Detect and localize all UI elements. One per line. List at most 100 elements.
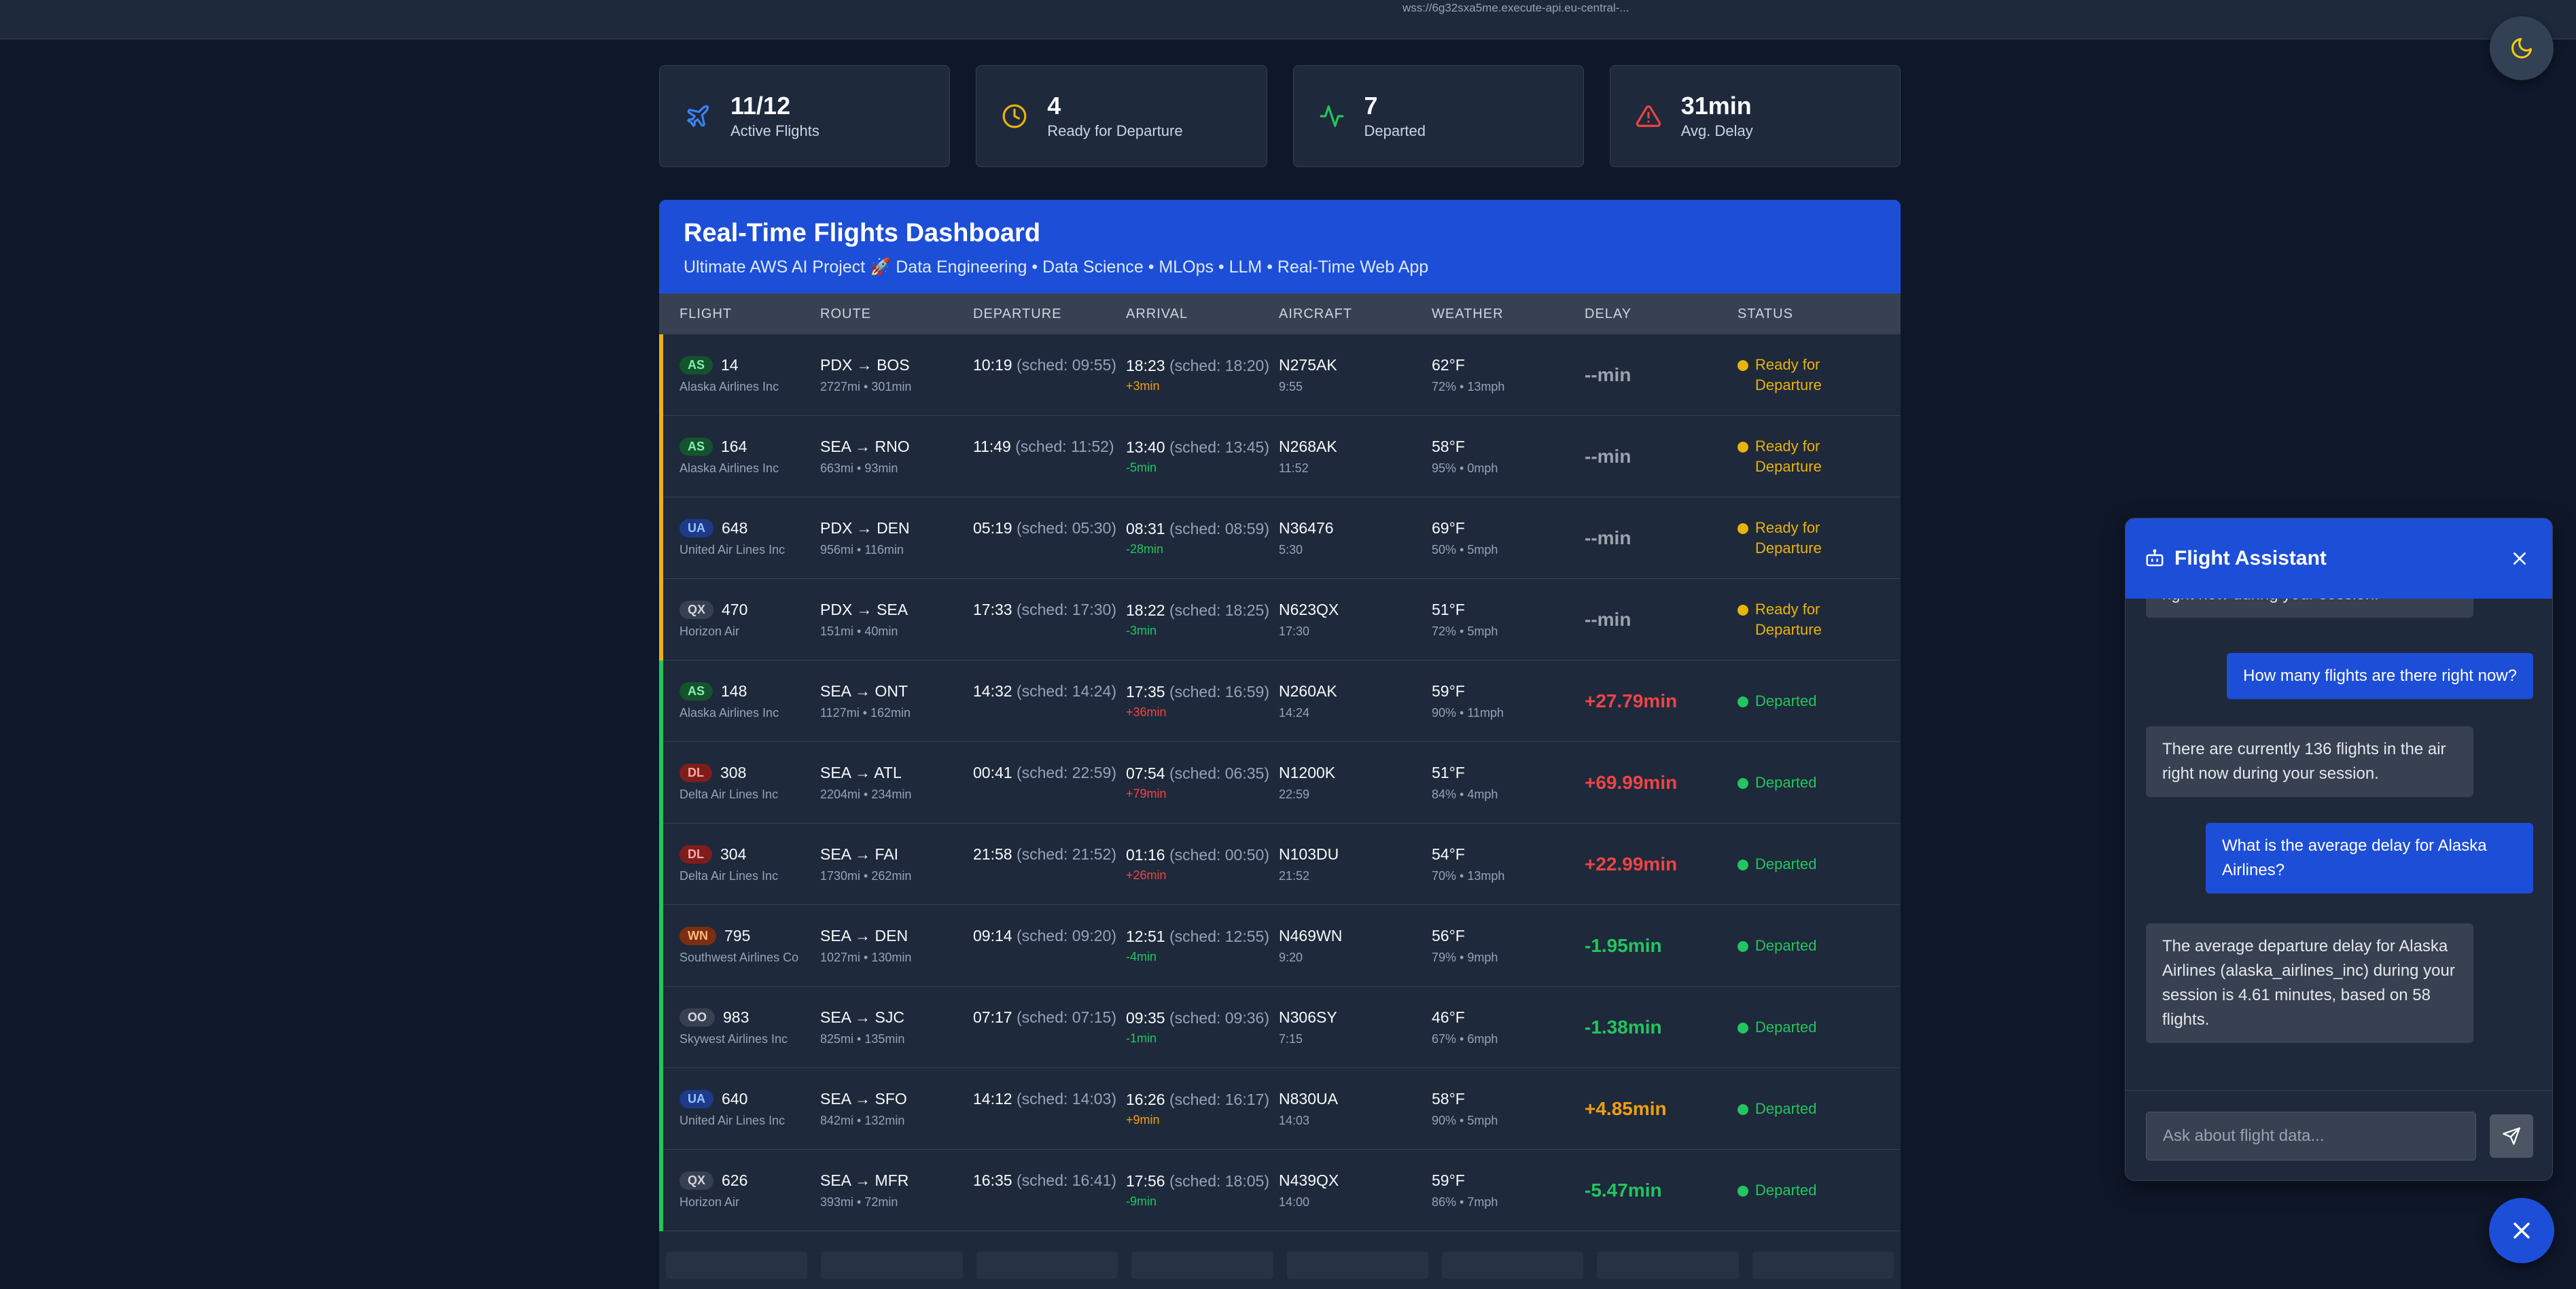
status-text: Ready for Departure xyxy=(1755,600,1822,638)
status-text: Departed xyxy=(1755,936,1817,954)
status-accent-bar xyxy=(659,497,663,579)
table-row[interactable]: WN 795 Southwest Airlines Co SEA → DEN 1… xyxy=(659,905,1901,987)
table-loading-row xyxy=(659,1231,1901,1286)
arrival-delta: +79min xyxy=(1126,786,1167,800)
chat-input[interactable] xyxy=(2146,1112,2476,1161)
departure-scheduled: (sched: 11:52) xyxy=(1015,437,1114,455)
departure-scheduled: (sched: 05:30) xyxy=(1016,518,1116,537)
flight-number: 626 xyxy=(722,1171,748,1189)
aircraft-tail: N260AK xyxy=(1279,682,1337,700)
bot-message: The average departure delay for Alaska A… xyxy=(2146,923,2473,1043)
airline-name: Horizon Air xyxy=(680,1195,740,1209)
table-row[interactable]: AS 148 Alaska Airlines Inc SEA → ONT 112… xyxy=(659,660,1901,742)
status-badge: Ready for Departure xyxy=(1737,355,1901,395)
arrival-time: 18:22 xyxy=(1126,601,1165,619)
table-row[interactable]: DL 304 Delta Air Lines Inc SEA → FAI 173… xyxy=(659,824,1901,905)
airline-code-badge: UA xyxy=(680,1089,713,1108)
delay-value: --min xyxy=(1585,445,1631,467)
flight-assistant-panel: Flight Assistant right now during your s… xyxy=(2125,518,2553,1181)
column-header: Status xyxy=(1737,306,1793,321)
aircraft-tail: N103DU xyxy=(1279,845,1339,863)
arrival-scheduled: (sched: 16:59) xyxy=(1169,682,1269,701)
delay-value: -5.47min xyxy=(1585,1179,1662,1201)
status-badge: Departed xyxy=(1737,1180,1901,1201)
delay-value: --min xyxy=(1585,364,1631,385)
airline-name: Alaska Airlines Inc xyxy=(680,379,779,393)
route-distance: 151mi • 40min xyxy=(820,624,898,638)
route: SEA → SJC xyxy=(820,1008,904,1026)
airline-code-badge: AS xyxy=(680,682,713,701)
arrival-time: 08:31 xyxy=(1126,519,1165,537)
airline-name: Delta Air Lines Inc xyxy=(680,787,779,801)
departure-time: 00:41 xyxy=(973,763,1012,781)
aircraft-tail: N830UA xyxy=(1279,1089,1338,1108)
status-text: Departed xyxy=(1755,773,1817,791)
chat-close-button[interactable] xyxy=(2506,545,2533,572)
arrival-time: 07:54 xyxy=(1126,764,1165,782)
aircraft-time: 17:30 xyxy=(1279,624,1310,638)
status-badge: Departed xyxy=(1737,691,1901,711)
flight-number: 983 xyxy=(723,1008,749,1026)
route: SEA → FAI xyxy=(820,845,899,863)
arrival-scheduled: (sched: 16:17) xyxy=(1169,1090,1269,1108)
theme-toggle-button[interactable] xyxy=(2490,16,2554,80)
route: SEA → RNO xyxy=(820,437,910,455)
arrival-delta: -4min xyxy=(1126,949,1157,964)
table-row[interactable]: DL 308 Delta Air Lines Inc SEA → ATL 220… xyxy=(659,742,1901,824)
table-row[interactable]: AS 164 Alaska Airlines Inc SEA → RNO 663… xyxy=(659,416,1901,497)
column-header: Weather xyxy=(1432,306,1504,321)
send-button[interactable] xyxy=(2490,1114,2533,1158)
user-message: How many flights are there right now? xyxy=(2227,653,2533,699)
airline-code-badge: AS xyxy=(680,437,713,456)
departure-time: 07:17 xyxy=(973,1008,1012,1026)
arrival-time: 16:26 xyxy=(1126,1090,1165,1108)
status-dot xyxy=(1737,777,1748,789)
chat-toggle-button[interactable] xyxy=(2489,1198,2554,1263)
flights-dashboard: Real-Time Flights Dashboard Ultimate AWS… xyxy=(659,200,1901,1289)
departure-scheduled: (sched: 16:41) xyxy=(1016,1171,1116,1189)
airline-code-badge: WN xyxy=(680,926,716,945)
weather-detail: 84% • 4mph xyxy=(1432,787,1498,801)
table-row[interactable]: QX 470 Horizon Air PDX → SEA 151mi • 40m… xyxy=(659,579,1901,660)
weather-detail: 72% • 5mph xyxy=(1432,624,1498,638)
status-badge: Departed xyxy=(1737,854,1901,875)
departure-scheduled: (sched: 07:15) xyxy=(1016,1008,1116,1026)
departure-time: 21:58 xyxy=(973,845,1012,863)
flight-number: 470 xyxy=(722,600,748,618)
arrival-delta: -28min xyxy=(1126,542,1164,556)
status-accent-bar xyxy=(659,579,663,660)
aircraft-tail: N36476 xyxy=(1279,518,1334,537)
status-accent-bar xyxy=(659,1150,663,1231)
aircraft-tail: N306SY xyxy=(1279,1008,1337,1026)
arrival-scheduled: (sched: 08:59) xyxy=(1169,519,1269,537)
table-row[interactable]: QX 626 Horizon Air SEA → MFR 393mi • 72m… xyxy=(659,1150,1901,1231)
bot-icon xyxy=(2146,549,2164,567)
stat-card-active-flights: 11/12 Active Flights xyxy=(659,65,951,167)
departure-time: 09:14 xyxy=(973,926,1012,944)
table-row[interactable]: OO 983 Skywest Airlines Inc SEA → SJC 82… xyxy=(659,987,1901,1068)
table-row[interactable]: AS 14 Alaska Airlines Inc PDX → BOS 2727… xyxy=(659,334,1901,416)
departure-time: 14:32 xyxy=(973,682,1012,700)
airline-name: United Air Lines Inc xyxy=(680,1113,786,1127)
departure-scheduled: (sched: 22:59) xyxy=(1016,763,1116,781)
weather-temp: 69°F xyxy=(1432,518,1465,537)
status-accent-bar xyxy=(659,334,663,416)
weather-temp: 46°F xyxy=(1432,1008,1465,1026)
departure-time: 16:35 xyxy=(973,1171,1012,1189)
airline-name: Horizon Air xyxy=(680,624,740,638)
status-text: Ready for Departure xyxy=(1755,518,1822,557)
stat-label: Ready for Departure xyxy=(1047,122,1183,139)
route-distance: 1730mi • 262min xyxy=(820,868,912,883)
weather-temp: 58°F xyxy=(1432,437,1465,455)
chat-messages[interactable]: right now during your session. How many … xyxy=(2125,599,2552,1091)
top-bar: wss://6g32sxa5me.execute-api.eu-central-… xyxy=(0,0,2576,39)
status-accent-bar xyxy=(659,824,663,905)
status-accent-bar xyxy=(659,1068,663,1150)
arrival-scheduled: (sched: 12:55) xyxy=(1169,927,1269,945)
departure-time: 10:19 xyxy=(973,355,1012,374)
status-badge: Departed xyxy=(1737,936,1901,956)
table-row[interactable]: UA 648 United Air Lines Inc PDX → DEN 95… xyxy=(659,497,1901,579)
table-row[interactable]: UA 640 United Air Lines Inc SEA → SFO 84… xyxy=(659,1068,1901,1150)
aircraft-time: 11:52 xyxy=(1279,461,1309,475)
departure-scheduled: (sched: 14:03) xyxy=(1016,1089,1116,1108)
